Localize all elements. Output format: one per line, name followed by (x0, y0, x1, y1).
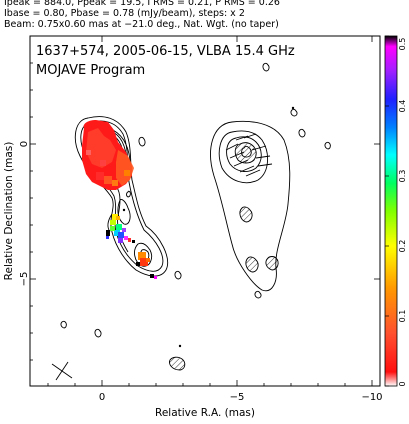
x-axis-title: Relative R.A. (mas) (155, 407, 255, 419)
x-tick-label: 0 (99, 392, 105, 403)
colorbar-tick-label: 0.5 (398, 38, 407, 51)
header-line-1: Ipeak = 884.0, Ppeak = 19.5, I RMS = 0.2… (4, 0, 280, 8)
y-tick-label: 0 (19, 141, 30, 147)
colorbar-tick-label: 0.3 (398, 170, 407, 183)
plot-frame (29, 35, 381, 387)
polarization-hatched-regions (169, 142, 279, 370)
panel-title: 1637+574, 2005-06-15, VLBA 15.4 GHz (36, 44, 295, 59)
colorbar-tick-label: 0.2 (398, 240, 407, 253)
colorbar (384, 35, 398, 387)
axis-ticks (30, 36, 380, 386)
x-tick-label: −10 (361, 392, 382, 403)
colorbar-ticks (385, 35, 389, 387)
colorbar-tick-label: 0.4 (398, 100, 407, 113)
y-axis-title: Relative Declination (mas) (3, 142, 15, 281)
y-tick-label: −5 (19, 272, 30, 287)
panel-subtitle: MOJAVE Program (36, 63, 145, 78)
x-tick-label: −5 (230, 392, 245, 403)
colorbar-tick-label: 0.1 (398, 310, 407, 323)
colorbar-tick-label: 0 (398, 381, 407, 386)
evpa-vectors (225, 133, 273, 177)
polarized-intensity-contours (210, 108, 306, 299)
stray-markers (122, 106, 295, 348)
fractional-polarization-map (82, 120, 157, 279)
beam-ellipse (51, 361, 73, 381)
header-line-3: Beam: 0.75x0.60 mas at −21.0 deg., Nat. … (4, 19, 279, 30)
intensity-contours (60, 62, 331, 371)
header-line-2: Ibase = 0.80, Pbase = 0.78 (mJy/beam), s… (4, 8, 245, 19)
